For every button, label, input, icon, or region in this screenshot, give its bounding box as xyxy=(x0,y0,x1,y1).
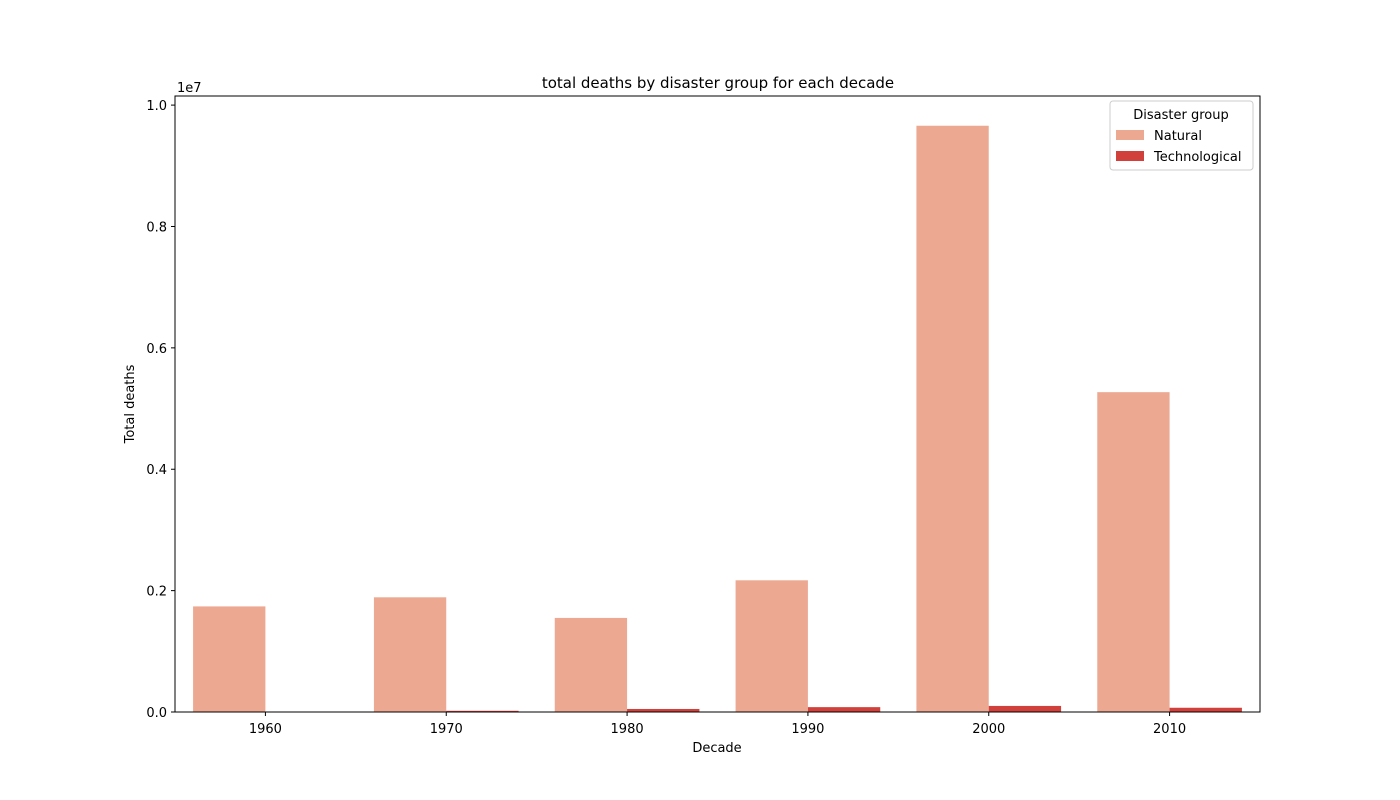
bar-technological-1970 xyxy=(446,710,519,712)
x-tick-label: 2000 xyxy=(972,722,1005,737)
legend-swatch-technological xyxy=(1116,151,1144,161)
y-axis: 0.0 0.2 0.4 0.6 0.8 1.0 xyxy=(146,99,175,721)
x-tick-label: 1960 xyxy=(249,722,282,737)
bar-natural-2010 xyxy=(1097,392,1170,712)
bar-technological-1980 xyxy=(627,708,700,712)
y-tick-label: 0.2 xyxy=(146,585,167,600)
y-offset-label: 1e7 xyxy=(177,81,202,96)
y-tick-label: 0.6 xyxy=(146,342,167,357)
bar-natural-1960 xyxy=(193,606,266,712)
plot-frame xyxy=(174,95,1261,713)
legend: Disaster group Natural Technological xyxy=(1109,100,1254,171)
legend-swatch-natural xyxy=(1116,130,1144,140)
y-axis-label: Total deaths xyxy=(123,364,138,444)
y-tick-label: 0.0 xyxy=(146,706,167,721)
legend-title: Disaster group xyxy=(1133,108,1228,123)
bar-natural-1970 xyxy=(373,597,447,712)
legend-label-technological: Technological xyxy=(1153,150,1241,165)
y-tick-label: 1.0 xyxy=(146,99,167,114)
bar-technological-2010 xyxy=(1169,707,1242,712)
bars-group xyxy=(193,125,1242,713)
bar-natural-2000 xyxy=(916,125,989,713)
x-tick-label: 1990 xyxy=(791,722,824,737)
bar-natural-1980 xyxy=(554,617,628,712)
bar-natural-1990 xyxy=(735,580,808,712)
x-axis: 1960 1970 1980 1990 2000 2010 xyxy=(249,712,1186,737)
y-tick-label: 0.4 xyxy=(146,463,167,478)
y-tick-label: 0.8 xyxy=(146,220,167,235)
x-tick-label: 1970 xyxy=(430,722,463,737)
legend-label-natural: Natural xyxy=(1154,129,1202,144)
x-tick-label: 2010 xyxy=(1153,722,1186,737)
legend-box xyxy=(1109,100,1254,171)
x-tick-label: 1980 xyxy=(611,722,644,737)
chart-title: total deaths by disaster group for each … xyxy=(542,74,894,92)
x-axis-label: Decade xyxy=(692,741,741,756)
bar-technological-2000 xyxy=(988,705,1062,712)
bar-technological-1990 xyxy=(807,707,881,712)
